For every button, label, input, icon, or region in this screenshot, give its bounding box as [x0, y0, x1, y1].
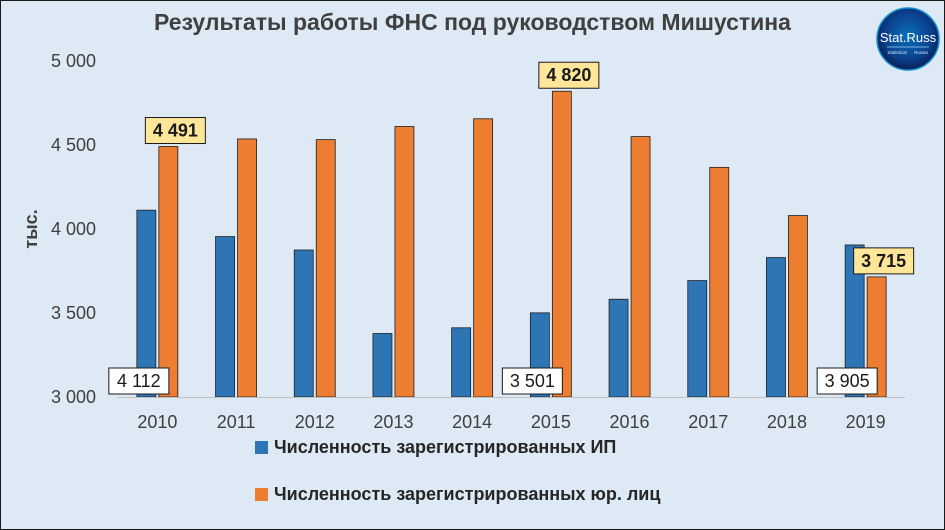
bar-yul-2018 [788, 215, 808, 398]
data-label-box-yul-2010 [144, 117, 206, 145]
bar-ip-2016 [608, 298, 629, 398]
legend-label-ip: Численность зарегистрированных ИП [274, 436, 617, 457]
data-label-box-ip-2019 [816, 367, 878, 395]
bar-ip-2017 [687, 280, 708, 398]
bar-yul-2010 [158, 146, 179, 398]
bar-yul-2012 [315, 139, 336, 398]
x-tick-label: 2013 [373, 412, 413, 432]
x-tick-label: 2012 [295, 412, 335, 432]
x-tick-label: 2018 [767, 412, 807, 432]
bar-yul-2015 [551, 90, 572, 398]
data-label-yul-2010: 4 491 [153, 121, 198, 141]
stat-russ-logo: Stat.Russ Statistical Russia [876, 7, 940, 71]
y-tick-label: 3 000 [51, 387, 96, 407]
data-label-box-ip-2015 [501, 367, 563, 395]
data-label-ip-2015: 3 501 [510, 371, 555, 391]
y-tick-label: 5 000 [51, 51, 96, 71]
y-tick-label: 3 500 [51, 303, 96, 323]
y-tick-label: 4 500 [51, 135, 96, 155]
data-label-ip-2019: 3 905 [825, 371, 870, 391]
legend-item-ip: Численность зарегистрированных ИП [255, 437, 616, 457]
bar-yul-2017 [709, 166, 730, 398]
bar-yul-2014 [473, 118, 494, 398]
x-tick-label: 2016 [610, 412, 650, 432]
bar-yul-2013 [394, 126, 415, 398]
data-label-box-yul-2019 [853, 247, 915, 275]
data-label-box-ip-2010 [108, 367, 170, 395]
x-tick-label: 2017 [688, 412, 728, 432]
logo-subtext-right: Russia [914, 50, 928, 55]
logo-text: Stat.Russ [880, 30, 937, 45]
bar-yul-2016 [630, 136, 651, 398]
x-tick-label: 2010 [137, 412, 177, 432]
chart-title: Результаты работы ФНС под руководством М… [154, 9, 791, 35]
bar-yul-2011 [237, 138, 257, 398]
legend-label-yul: Численность зарегистрированных юр. лиц [274, 483, 661, 504]
x-tick-label: 2014 [452, 412, 492, 432]
data-label-ip-2010: 4 112 [117, 371, 161, 391]
x-tick-label: 2019 [846, 412, 886, 432]
x-tick-label: 2011 [217, 412, 256, 432]
bar-ip-2011 [215, 236, 235, 398]
legend-item-yul: Численность зарегистрированных юр. лиц [255, 484, 660, 504]
logo-subtext-left: Statistical [887, 50, 906, 55]
data-label-yul-2019: 3 715 [861, 251, 906, 271]
bar-ip-2018 [766, 257, 786, 398]
y-axis-label: тыс. [21, 209, 41, 248]
legend-swatch-ip [255, 440, 268, 454]
bar-ip-2012 [293, 249, 314, 398]
y-tick-label: 4 000 [51, 219, 96, 239]
x-tick-label: 2015 [531, 412, 571, 432]
bar-ip-2013 [372, 333, 393, 398]
data-label-box-yul-2015 [538, 61, 600, 89]
data-label-yul-2015: 4 820 [546, 65, 591, 85]
bar-ip-2014 [451, 327, 472, 398]
legend-swatch-yul [255, 487, 268, 501]
